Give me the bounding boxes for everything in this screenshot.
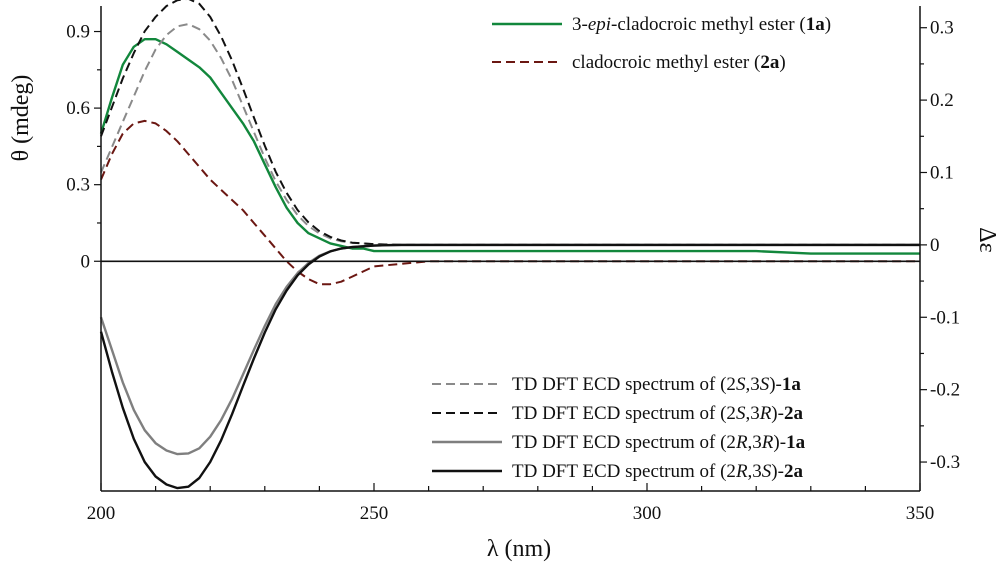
left-tick-label: 0.9: [66, 22, 90, 43]
left-tick-label: 0: [81, 251, 91, 272]
series-line-td_2S3S_1a: [100, 23, 920, 246]
right-tick-label: -0.3: [930, 452, 960, 473]
right-tick-label: -0.2: [930, 380, 960, 401]
legend-entry-exp_2a: cladocroic methyl ester (2a): [492, 52, 786, 73]
legend-label: 3-epi-cladocroic methyl ester (1a): [572, 14, 831, 35]
plot-frame: [100, 6, 921, 492]
right-tick-label: 0.1: [930, 162, 954, 183]
left-tick-label: 0.3: [66, 175, 90, 196]
series-line-exp_2a: [100, 119, 920, 286]
legend-entry-td_2R3S_2a: TD DFT ECD spectrum of (2R,3S)-2a: [432, 461, 803, 482]
legend-entry-td_2R3R_1a: TD DFT ECD spectrum of (2R,3R)-1a: [432, 432, 806, 453]
series-line-td_2R3S_2a: [99, 243, 920, 490]
legend: 3-epi-cladocroic methyl ester (1a) cladoc…: [432, 14, 831, 482]
x-tick-label: 250: [360, 503, 389, 524]
legend-entry-td_2S3S_1a: TD DFT ECD spectrum of (2S,3S)-1a: [432, 374, 801, 395]
legend-label: TD DFT ECD spectrum of (2R,3S)-2a: [512, 461, 803, 482]
left-tick-label: 0.6: [66, 98, 90, 119]
series-line-exp_1a: [99, 38, 920, 255]
right-tick-label: -0.1: [930, 307, 960, 328]
series-layer: [99, 0, 920, 490]
right-tick-label: 0: [930, 235, 940, 256]
legend-entry-exp_1a: 3-epi-cladocroic methyl ester (1a): [492, 14, 831, 35]
x-tick-label: 300: [633, 503, 662, 524]
series-line-td_2S3R_2a: [100, 0, 920, 246]
x-tick-label: 350: [906, 503, 935, 524]
legend-entry-td_2S3R_2a: TD DFT ECD spectrum of (2S,3R)-2a: [432, 403, 803, 424]
tick-layer: 200 250 300 350 0 0.3 0.6 0.9 0.3 0.2 0.1 0 -0.1 -0.2…: [66, 18, 960, 524]
right-tick-label: 0.3: [930, 18, 954, 39]
right-tick-label: 0.2: [930, 90, 954, 111]
y-axis-right-label: Δε: [974, 227, 1000, 253]
y-axis-left-label: θ (mdeg): [8, 75, 34, 162]
legend-label: TD DFT ECD spectrum of (2S,3S)-1a: [512, 374, 801, 395]
legend-label: cladocroic methyl ester (2a): [572, 52, 786, 73]
x-axis-label: λ (nm): [487, 536, 551, 562]
x-tick-label: 200: [87, 503, 116, 524]
legend-label: TD DFT ECD spectrum of (2S,3R)-2a: [512, 403, 803, 424]
legend-label: TD DFT ECD spectrum of (2R,3R)-1a: [512, 432, 806, 453]
